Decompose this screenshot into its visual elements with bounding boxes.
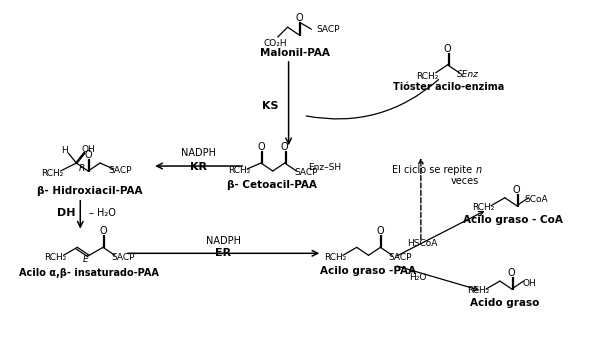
Text: RCH₂: RCH₂ [41, 170, 64, 178]
Text: Acido graso: Acido graso [470, 298, 539, 308]
Text: SACP: SACP [388, 253, 412, 262]
Text: β- Hidroxiacil-PAA: β- Hidroxiacil-PAA [37, 186, 143, 196]
FancyArrowPatch shape [306, 80, 439, 119]
Text: O: O [508, 268, 515, 278]
Text: O: O [377, 226, 384, 237]
Text: HSCoA: HSCoA [407, 239, 437, 248]
Text: CO₂H: CO₂H [264, 39, 287, 47]
Text: O: O [281, 142, 289, 152]
Text: RCH₂: RCH₂ [324, 253, 346, 262]
Text: SACP: SACP [316, 25, 340, 34]
Text: OH: OH [81, 145, 95, 154]
Text: SACP: SACP [111, 253, 134, 262]
Text: E: E [82, 255, 88, 264]
Text: – H₂O: – H₂O [89, 208, 115, 218]
Text: NADPH: NADPH [181, 148, 216, 158]
Text: RCH₂: RCH₂ [467, 286, 490, 296]
Text: El ciclo se repite: El ciclo se repite [392, 165, 475, 175]
Text: KS: KS [262, 101, 278, 111]
Text: R: R [79, 163, 85, 173]
Text: SEnz: SEnz [457, 70, 479, 79]
Text: n: n [475, 165, 481, 175]
Text: SACP: SACP [295, 168, 318, 178]
Text: OH: OH [523, 279, 536, 287]
Text: NADPH: NADPH [206, 236, 241, 246]
Text: β- Cetoacil-PAA: β- Cetoacil-PAA [227, 180, 317, 190]
Text: ER: ER [215, 248, 232, 258]
Text: O: O [444, 44, 451, 54]
Text: H₂O: H₂O [409, 273, 427, 282]
Text: RCH₂: RCH₂ [44, 253, 67, 262]
Text: veces: veces [451, 176, 479, 186]
Text: Tióster acilo-enzima: Tióster acilo-enzima [393, 82, 504, 92]
Text: O: O [513, 185, 520, 195]
Text: O: O [296, 13, 303, 23]
Text: O: O [85, 150, 92, 160]
Text: RCH₂: RCH₂ [416, 72, 439, 81]
Text: Acilo graso -PAA: Acilo graso -PAA [320, 266, 416, 276]
Text: H: H [61, 146, 68, 155]
Text: RCH₂: RCH₂ [228, 166, 250, 176]
Text: O: O [99, 226, 107, 237]
Text: RCH₂: RCH₂ [472, 203, 494, 212]
Text: DH: DH [57, 208, 76, 218]
Text: Enz–SH: Enz–SH [308, 162, 341, 172]
Text: O: O [257, 142, 265, 152]
Text: SCoA: SCoA [524, 195, 548, 204]
Text: Acilo graso - CoA: Acilo graso - CoA [463, 215, 563, 224]
Text: SACP: SACP [108, 166, 131, 176]
Text: KR: KR [190, 162, 207, 172]
Text: Acilo α,β- insaturado-PAA: Acilo α,β- insaturado-PAA [19, 268, 159, 278]
Text: Malonil-PAA: Malonil-PAA [260, 48, 329, 58]
